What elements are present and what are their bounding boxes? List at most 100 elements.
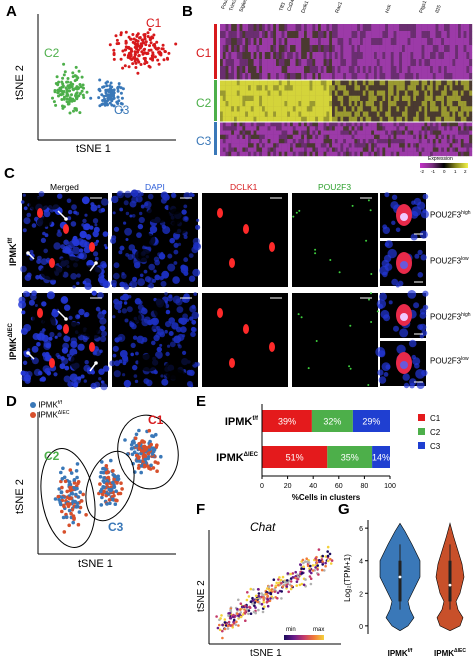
heatmap-cell bbox=[362, 126, 366, 131]
tsne-point bbox=[112, 88, 116, 92]
heatmap-cell bbox=[278, 80, 282, 86]
crypt-lumen bbox=[36, 217, 52, 228]
heatmap-cell bbox=[248, 90, 251, 96]
heatmap-cell bbox=[281, 59, 285, 67]
heatmap-cell bbox=[287, 126, 291, 131]
heatmap-cell bbox=[222, 38, 226, 46]
inset-nucleus bbox=[395, 227, 401, 233]
heatmap-cell bbox=[270, 126, 274, 131]
heatmap-cell bbox=[312, 151, 316, 157]
tsne-point bbox=[119, 57, 123, 61]
heatmap-cell bbox=[346, 130, 349, 135]
tsne-point bbox=[142, 57, 146, 60]
x-tick-label: 100 bbox=[384, 483, 396, 490]
heatmap-cell bbox=[458, 106, 461, 112]
heatmap-cell bbox=[393, 143, 397, 148]
heatmap-cell bbox=[407, 52, 411, 60]
heatmap-cell bbox=[435, 122, 439, 127]
heatmap-cell bbox=[438, 101, 442, 107]
nucleus bbox=[148, 263, 155, 271]
heatmap-cell bbox=[231, 143, 235, 148]
tsne-point bbox=[67, 102, 71, 106]
heatmap-cell bbox=[466, 31, 470, 39]
heatmap-cell bbox=[469, 80, 473, 86]
nucleus bbox=[100, 383, 108, 391]
inset-label-text: POU2F3 bbox=[430, 210, 462, 220]
heatmap-cell bbox=[292, 126, 296, 131]
heatmap-cell bbox=[256, 85, 260, 91]
heatmap-cell bbox=[337, 126, 341, 131]
heatmap-cell bbox=[444, 85, 447, 91]
heatmap-cell bbox=[371, 85, 375, 91]
panel-label-c: C bbox=[4, 165, 15, 182]
heatmap-cell bbox=[295, 24, 299, 32]
heatmap-cell bbox=[374, 85, 377, 91]
heatmap-cell bbox=[273, 130, 277, 135]
heatmap-cell bbox=[379, 116, 383, 123]
legend-swatch bbox=[418, 414, 425, 421]
heatmap-cell bbox=[306, 95, 310, 102]
crypt-lumen bbox=[166, 369, 187, 385]
heatmap-cell bbox=[326, 85, 330, 91]
nucleus bbox=[102, 231, 109, 237]
inset-nucleus bbox=[393, 325, 399, 332]
inset-nucleus bbox=[413, 302, 420, 309]
tsne-point bbox=[237, 624, 240, 627]
nucleus bbox=[169, 341, 176, 348]
heatmap-cell bbox=[430, 151, 433, 157]
heatmap-cell bbox=[332, 126, 335, 131]
heatmap-cell bbox=[301, 116, 305, 123]
heatmap-cell bbox=[404, 130, 408, 135]
heatmap-cell bbox=[236, 66, 240, 74]
heatmap-cell bbox=[410, 139, 414, 144]
heatmap-cell bbox=[460, 59, 464, 67]
heatmap-cell bbox=[343, 147, 347, 152]
heatmap-cell bbox=[393, 73, 397, 81]
tsne-point bbox=[77, 69, 81, 73]
heatmap-cell bbox=[455, 116, 459, 123]
heatmap-cell bbox=[446, 24, 450, 32]
heatmap-cell bbox=[374, 130, 377, 135]
heatmap-cell bbox=[362, 95, 366, 102]
heatmap-cell bbox=[435, 111, 439, 117]
inset-nucleus bbox=[417, 249, 423, 255]
tsne-point bbox=[67, 508, 72, 513]
heatmap-cell bbox=[469, 90, 473, 96]
genotype-sup: f/f bbox=[8, 237, 14, 244]
heatmap-cell bbox=[292, 134, 296, 140]
nucleus bbox=[147, 284, 151, 288]
heatmap-cell bbox=[337, 106, 341, 112]
heatmap-cell bbox=[438, 38, 442, 46]
heatmap-cell bbox=[357, 24, 361, 32]
heatmap-cell bbox=[312, 106, 316, 112]
tsne-point bbox=[270, 584, 274, 587]
heatmap-cell bbox=[399, 101, 403, 107]
tsne-point bbox=[120, 96, 124, 100]
heatmap-cell bbox=[248, 139, 251, 144]
heatmap-cell bbox=[239, 59, 243, 67]
heatmap-cell bbox=[323, 122, 327, 127]
heatmap-cell bbox=[306, 45, 310, 53]
nucleus bbox=[167, 344, 171, 348]
heatmap-cell bbox=[334, 73, 338, 81]
inset-nucleus bbox=[379, 292, 387, 301]
heatmap-cell bbox=[259, 24, 263, 32]
heatmap-cell bbox=[239, 101, 243, 107]
stacked-bar-chart: IPMKf/f 39% 32% 29%IPMKΔIEC 51% 35% 14%0 20 40 60… bbox=[216, 404, 441, 502]
heatmap-cell bbox=[368, 80, 372, 86]
heatmap-cell bbox=[458, 101, 461, 107]
heatmap-cell bbox=[421, 116, 425, 123]
tsne-point bbox=[76, 87, 80, 90]
crypt-lumen bbox=[134, 248, 152, 263]
heatmap-cell bbox=[304, 106, 307, 112]
tsne-point bbox=[112, 48, 116, 52]
heatmap-cell bbox=[368, 147, 372, 152]
heatmap-cell bbox=[315, 106, 319, 112]
heatmap-cell bbox=[264, 143, 268, 148]
bar-category-label: IPMKΔIEC bbox=[216, 452, 258, 464]
tsne-point bbox=[147, 447, 152, 452]
heatmap-cell bbox=[416, 31, 419, 39]
tsne-point bbox=[101, 470, 106, 475]
heatmap-cell bbox=[374, 95, 377, 102]
heatmap-cell bbox=[430, 126, 433, 131]
